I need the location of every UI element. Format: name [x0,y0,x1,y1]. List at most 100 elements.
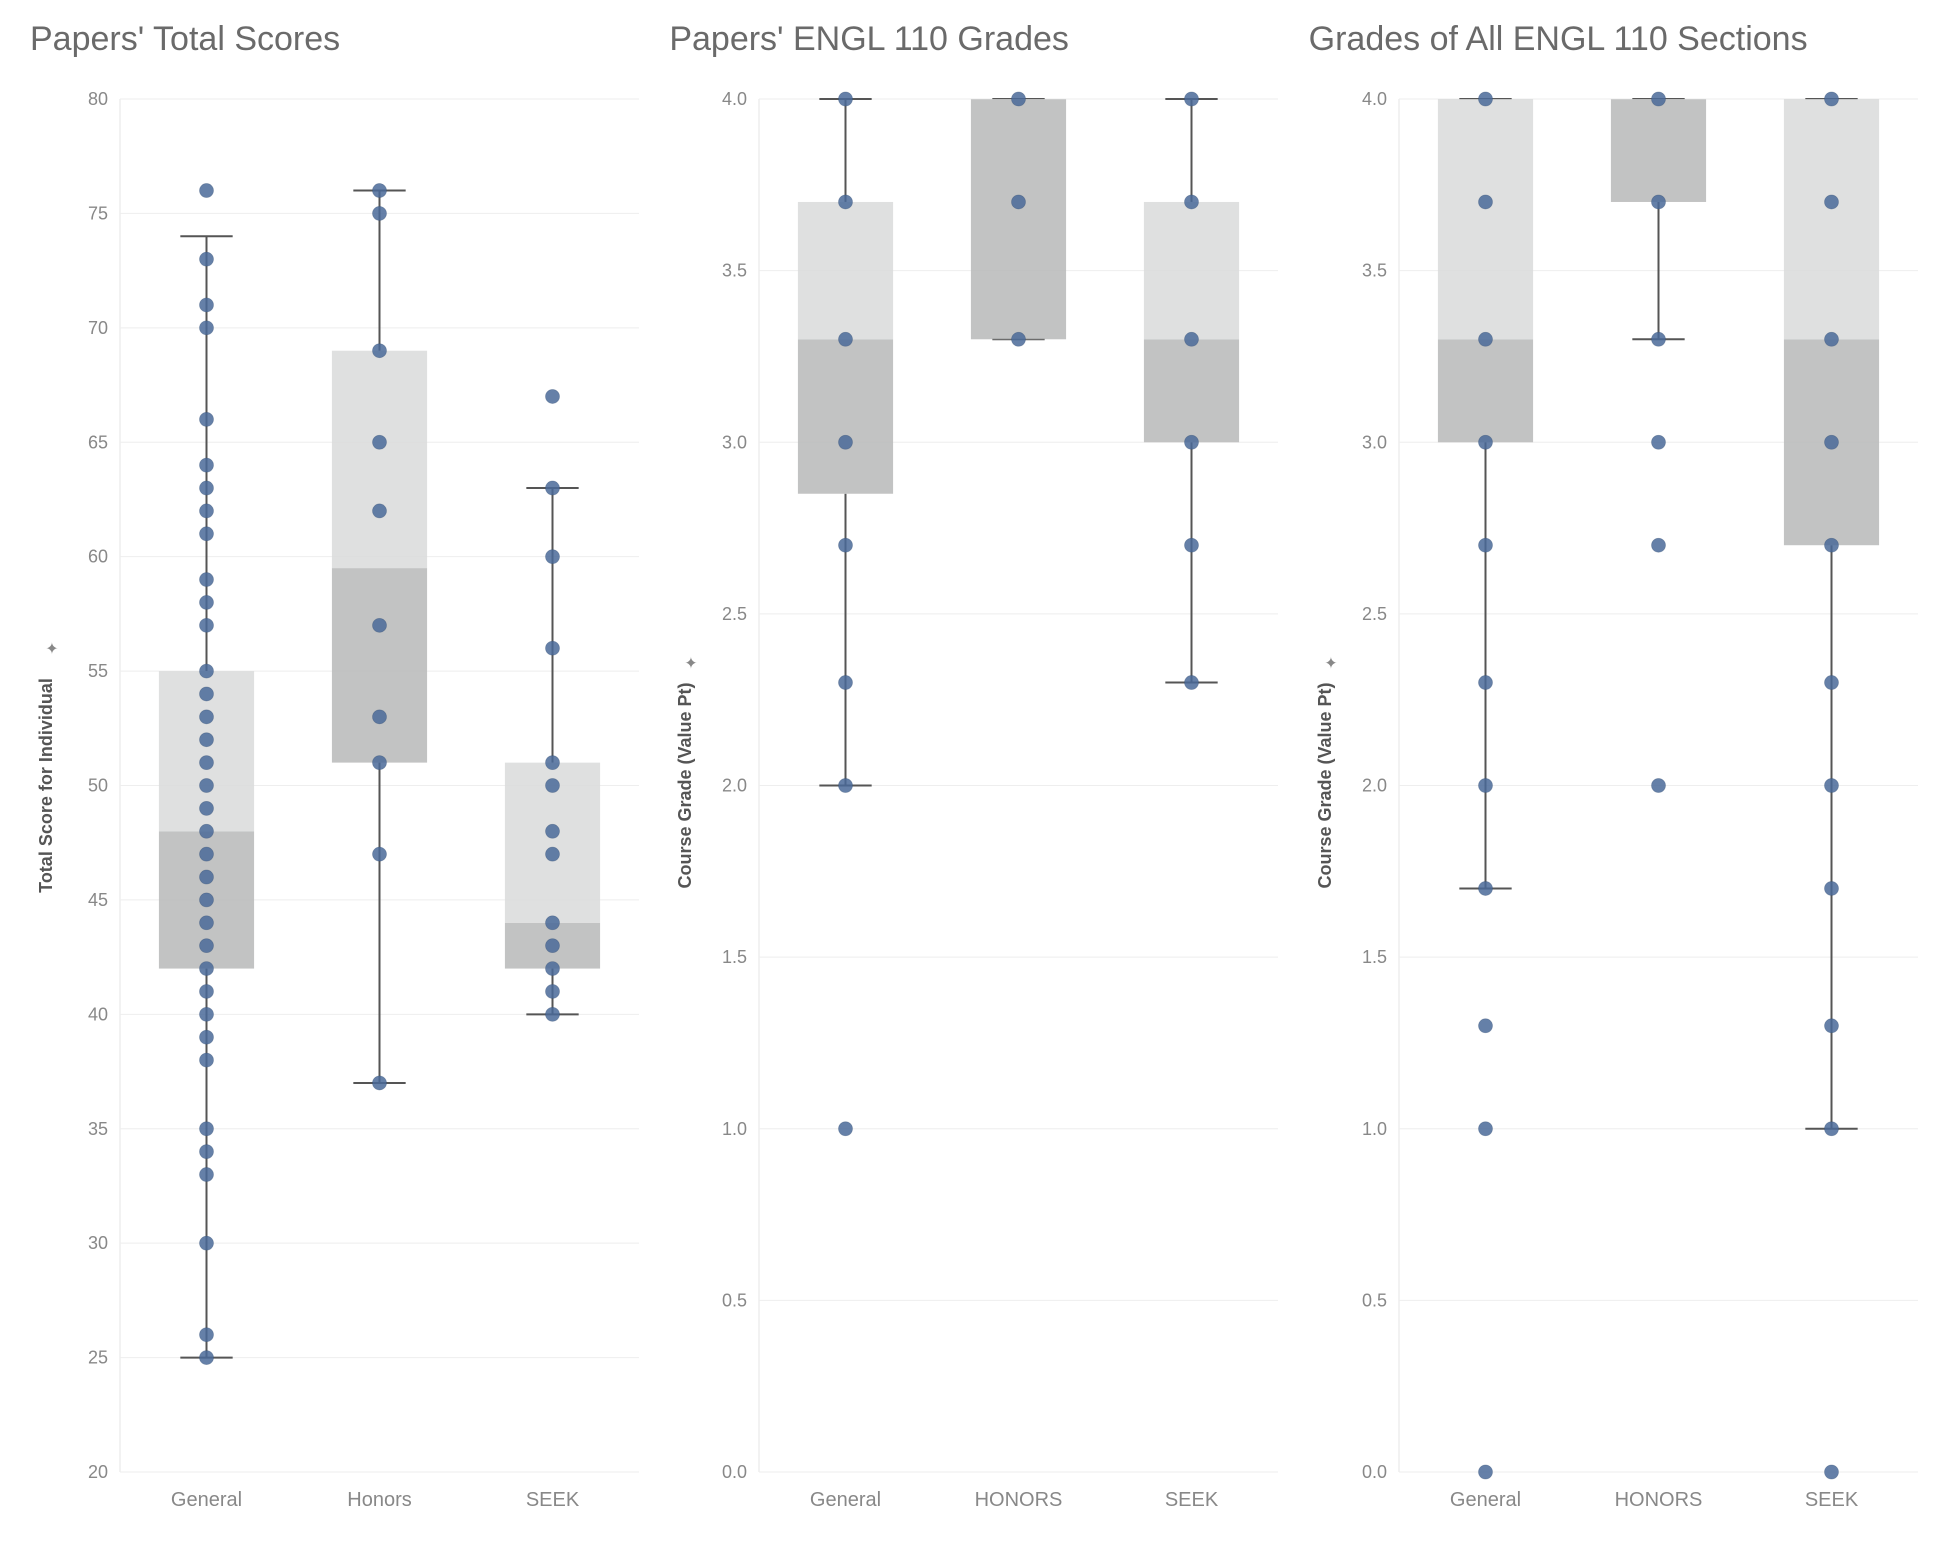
data-point [200,916,214,930]
y-tick-label: 2.0 [722,776,747,796]
data-point [1824,676,1838,690]
y-tick-label: 25 [88,1348,108,1368]
y-tick-label: 75 [88,203,108,223]
data-point [200,939,214,953]
data-point [200,412,214,426]
panel-total-scores: Papers' Total Scores 2025303540455055606… [20,20,659,1532]
panel-title: Grades of All ENGL 110 Sections [1309,20,1928,59]
y-tick-label: 1.0 [722,1119,747,1139]
data-point [839,1122,853,1136]
data-point [200,184,214,198]
data-point [200,1030,214,1044]
data-point [839,676,853,690]
data-point [200,527,214,541]
data-point [1651,435,1665,449]
x-category-label: General [1450,1489,1521,1511]
data-point [546,389,560,403]
plot-area: 0.00.51.01.52.02.53.03.54.0Course Grade … [1309,89,1928,1532]
data-point [373,206,387,220]
data-point [200,1168,214,1182]
box-lower [1611,99,1706,202]
data-point [839,779,853,793]
data-point [1824,881,1838,895]
data-point [200,824,214,838]
data-point [1185,195,1199,209]
data-point [200,710,214,724]
data-point [546,1007,560,1021]
data-point [1824,1122,1838,1136]
y-tick-label: 40 [88,1004,108,1024]
y-tick-label: 0.0 [722,1462,747,1482]
data-point [839,332,853,346]
data-point [546,641,560,655]
data-point [1478,881,1492,895]
y-tick-label: 20 [88,1462,108,1482]
data-point [373,847,387,861]
data-point [1478,1465,1492,1479]
box-upper [798,202,893,339]
data-point [1478,332,1492,346]
data-point [373,184,387,198]
data-point [1478,195,1492,209]
box-upper [1144,202,1239,339]
data-point [1185,676,1199,690]
y-axis-label: Course Grade (Value Pt) [675,682,695,888]
data-point [200,756,214,770]
data-point [373,435,387,449]
y-tick-label: 2.0 [1362,776,1387,796]
data-point [373,504,387,518]
data-point [546,779,560,793]
y-tick-label: 2.5 [1362,604,1387,624]
data-point [1478,1019,1492,1033]
data-point [200,573,214,587]
data-point [1185,538,1199,552]
y-tick-label: 70 [88,318,108,338]
data-point [1478,92,1492,106]
data-point [1824,332,1838,346]
data-point [373,618,387,632]
box-lower [1144,339,1239,442]
data-point [546,847,560,861]
y-tick-label: 3.5 [1362,261,1387,281]
data-point [200,847,214,861]
data-point [200,504,214,518]
data-point [546,756,560,770]
data-point [1012,332,1026,346]
data-point [200,962,214,976]
y-tick-label: 0.0 [1362,1462,1387,1482]
data-point [546,550,560,564]
y-axis-label: Total Score for Individual [36,678,56,893]
y-tick-label: 65 [88,432,108,452]
data-point [546,939,560,953]
data-point [1824,435,1838,449]
data-point [546,916,560,930]
data-point [1824,1465,1838,1479]
y-tick-label: 2.5 [722,604,747,624]
data-point [373,1076,387,1090]
data-point [1185,92,1199,106]
data-point [1478,779,1492,793]
pin-icon: ✦ [1324,655,1337,672]
data-point [1824,195,1838,209]
data-point [1478,435,1492,449]
y-tick-label: 50 [88,776,108,796]
panel-title: Papers' ENGL 110 Grades [669,20,1288,59]
box-upper [1784,99,1879,339]
data-point [546,481,560,495]
data-point [200,618,214,632]
data-point [1651,332,1665,346]
chart-svg-2: 0.00.51.01.52.02.53.03.54.0Course Grade … [1309,89,1928,1532]
data-point [200,252,214,266]
chart-svg-1: 0.00.51.01.52.02.53.03.54.0Course Grade … [669,89,1288,1532]
y-tick-label: 45 [88,890,108,910]
box-lower [332,568,427,763]
data-point [200,321,214,335]
x-category-label: HONORS [1614,1489,1702,1511]
y-tick-label: 35 [88,1119,108,1139]
box-lower [971,99,1066,339]
y-tick-label: 3.0 [1362,432,1387,452]
panel-all-sections: Grades of All ENGL 110 Sections 0.00.51.… [1299,20,1938,1532]
y-axis-label: Course Grade (Value Pt) [1315,682,1335,888]
pin-icon: ✦ [45,641,58,658]
data-point [200,1007,214,1021]
